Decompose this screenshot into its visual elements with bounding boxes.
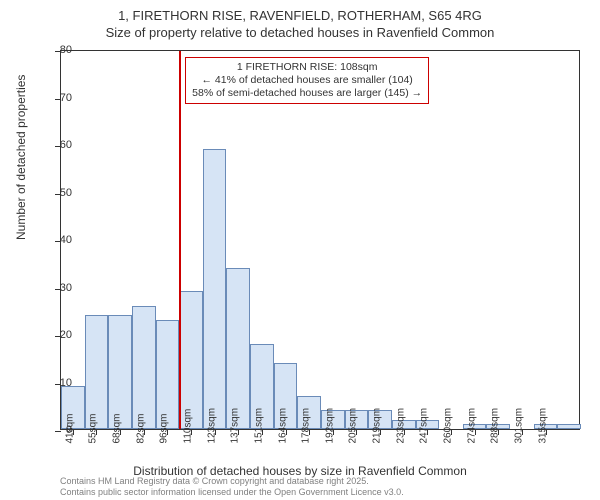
title-line-1: 1, FIRETHORN RISE, RAVENFIELD, ROTHERHAM… xyxy=(0,8,600,25)
histogram-bar xyxy=(557,424,581,429)
y-axis-label: Number of detached properties xyxy=(14,75,28,240)
footer-line-1: Contains HM Land Registry data © Crown c… xyxy=(60,476,404,487)
chart-title: 1, FIRETHORN RISE, RAVENFIELD, ROTHERHAM… xyxy=(0,8,600,42)
y-tick-label: 60 xyxy=(60,139,72,151)
y-tick-label: 30 xyxy=(60,282,72,294)
histogram-bar xyxy=(203,149,227,429)
y-tick-label: 50 xyxy=(60,187,72,199)
plot-area: 1 FIRETHORN RISE: 108sqm← 41% of detache… xyxy=(60,50,580,430)
title-line-2: Size of property relative to detached ho… xyxy=(0,25,600,42)
annotation-line: 58% of semi-detached houses are larger (… xyxy=(192,87,422,100)
histogram-bar xyxy=(108,315,132,429)
y-tick-label: 80 xyxy=(60,44,72,56)
annotation-line: ← 41% of detached houses are smaller (10… xyxy=(192,74,422,87)
y-tick-label: 70 xyxy=(60,92,72,104)
annotation-box: 1 FIRETHORN RISE: 108sqm← 41% of detache… xyxy=(185,57,429,104)
annotation-line: 1 FIRETHORN RISE: 108sqm xyxy=(192,61,422,74)
histogram-bar xyxy=(85,315,109,429)
footer: Contains HM Land Registry data © Crown c… xyxy=(60,476,404,498)
y-tick-label: 40 xyxy=(60,234,72,246)
y-tick xyxy=(55,431,61,432)
y-tick-label: 20 xyxy=(60,329,72,341)
footer-line-2: Contains public sector information licen… xyxy=(60,487,404,498)
histogram-bar xyxy=(132,306,156,430)
y-tick-label: 10 xyxy=(60,377,72,389)
histogram-bar xyxy=(226,268,250,430)
reference-line xyxy=(179,51,181,429)
chart-area: 1 FIRETHORN RISE: 108sqm← 41% of detache… xyxy=(60,50,580,430)
